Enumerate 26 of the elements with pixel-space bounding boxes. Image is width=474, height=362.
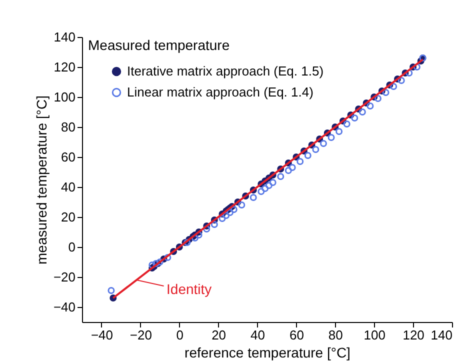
y-tick-label: 140: [54, 30, 76, 44]
x-tick-label: −20: [130, 328, 152, 342]
y-tick-label: 20: [61, 210, 76, 224]
legend-label: Linear matrix approach (Eq. 1.4): [127, 84, 314, 100]
x-tick-label: 40: [250, 328, 265, 342]
y-tick-label: 100: [54, 90, 76, 104]
x-axis-title: reference temperature [°C]: [184, 344, 350, 360]
y-tick-label: 80: [61, 120, 76, 134]
x-tick-label: 120: [402, 328, 424, 342]
y-tick-label: 40: [61, 180, 76, 194]
x-tick-label: 100: [364, 328, 386, 342]
y-tick-label: 120: [54, 60, 76, 74]
y-tick-label: −40: [53, 300, 76, 314]
x-tick-label: 60: [289, 328, 304, 342]
x-tick-label: 0: [176, 328, 184, 342]
x-tick-label: 140: [430, 328, 452, 342]
x-tick-label: −40: [90, 328, 114, 342]
annotation: Identity: [166, 281, 212, 297]
y-tick-label: −20: [53, 270, 76, 284]
legend-label: Iterative matrix approach (Eq. 1.5): [127, 64, 324, 78]
x-tick-label: 80: [328, 328, 343, 342]
chart-title: Measured temperature: [88, 37, 230, 53]
y-tick-label: 0: [68, 240, 76, 254]
y-tick-label: 60: [61, 150, 76, 164]
x-tick-label: 20: [212, 328, 226, 342]
y-axis-title: measured temperature [°C]: [33, 95, 50, 265]
